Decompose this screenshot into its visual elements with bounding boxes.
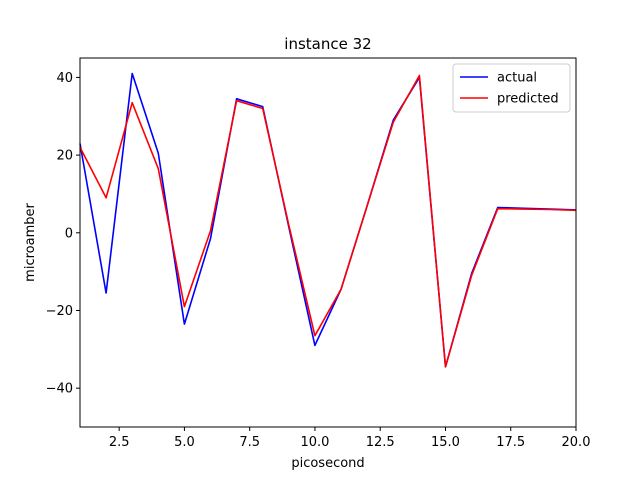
x-tick-label: 20.0 (562, 435, 591, 450)
y-tick-label: −20 (46, 304, 73, 319)
y-axis-label: microamber (23, 203, 38, 282)
legend-box (452, 63, 571, 113)
x-axis-label: picosecond (291, 456, 364, 471)
chart-title: instance 32 (284, 35, 371, 53)
legend: actual predicted (452, 63, 571, 113)
x-tick-label: 7.5 (239, 435, 260, 450)
x-tick-label: 12.5 (366, 435, 395, 450)
y-tick-label: −40 (46, 382, 73, 397)
x-tick-label: 15.0 (431, 435, 460, 450)
plot-frame (79, 57, 577, 428)
x-tick-label: 10.0 (300, 435, 329, 450)
y-axis: −40 −20 0 20 40 (46, 71, 80, 397)
x-tick-label: 2.5 (109, 435, 130, 450)
series-layer (79, 72, 577, 368)
x-tick-label: 5.0 (174, 435, 195, 450)
y-tick-label: 40 (56, 71, 73, 86)
y-tick-label: 20 (56, 149, 73, 164)
legend-label-actual: actual (497, 71, 537, 86)
x-axis: 2.5 5.0 7.5 10.0 12.5 15.0 17.5 20.0 (109, 427, 591, 450)
legend-label-predicted: predicted (497, 92, 559, 107)
y-tick-label: 0 (65, 226, 73, 241)
series-line-predicted (79, 74, 577, 368)
x-tick-label: 17.5 (496, 435, 525, 450)
